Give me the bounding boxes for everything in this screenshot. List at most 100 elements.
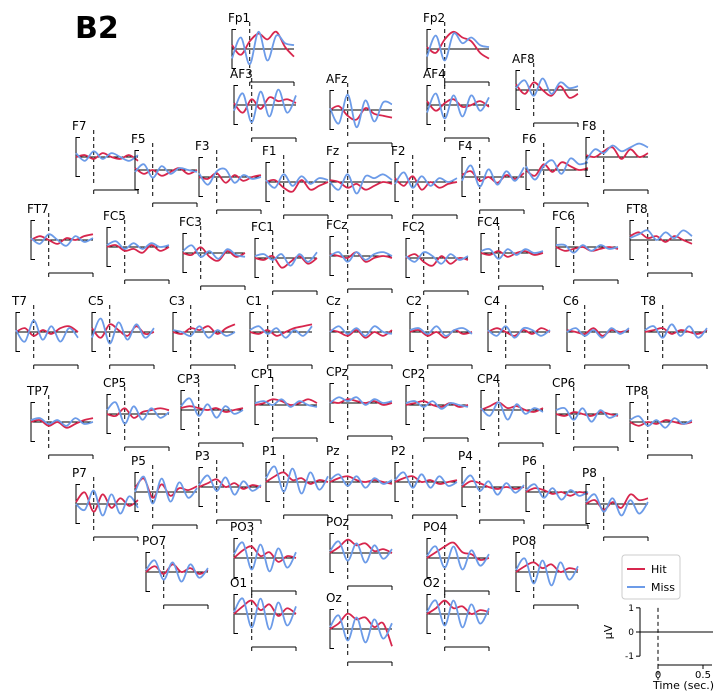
erp-line bbox=[30, 233, 94, 247]
panel-label: P3 bbox=[195, 449, 210, 463]
erp-line bbox=[91, 323, 155, 339]
erp-line bbox=[198, 172, 262, 184]
erp-line bbox=[75, 489, 139, 517]
panel-label: CP2 bbox=[402, 367, 425, 381]
erp-line bbox=[394, 171, 458, 189]
erp-line bbox=[172, 325, 236, 339]
panel-label: Fp2 bbox=[423, 11, 445, 25]
panel-label: AF4 bbox=[423, 67, 446, 81]
erp-line bbox=[405, 251, 469, 265]
erp-line bbox=[233, 597, 297, 631]
erp-line bbox=[172, 323, 236, 335]
erp-line bbox=[182, 244, 246, 260]
panel-label: FC5 bbox=[103, 209, 126, 223]
panel-label: PO7 bbox=[142, 534, 166, 548]
erp-line bbox=[329, 93, 393, 129]
erp-line bbox=[629, 231, 693, 245]
legend-label: Hit bbox=[651, 563, 667, 576]
x-tick-label: 0.5 bbox=[695, 670, 711, 681]
erp-line bbox=[134, 167, 198, 177]
erp-line bbox=[644, 327, 708, 335]
erp-line bbox=[426, 32, 490, 62]
erp-line bbox=[329, 538, 393, 554]
erp-line bbox=[461, 164, 525, 188]
erp-line bbox=[75, 152, 139, 162]
erp-line bbox=[233, 599, 297, 617]
erp-line bbox=[426, 545, 490, 571]
panel-label: AFz bbox=[326, 72, 347, 86]
panel-label: C1 bbox=[246, 294, 262, 308]
panel-label: FC3 bbox=[179, 215, 202, 229]
panel-label: CP3 bbox=[177, 372, 200, 386]
panel-label: T8 bbox=[640, 294, 656, 308]
erp-line bbox=[233, 88, 297, 124]
panel-label: TP8 bbox=[625, 384, 648, 398]
erp-line bbox=[180, 397, 244, 419]
erp-line bbox=[75, 150, 139, 162]
panel-label: Fz bbox=[326, 144, 339, 158]
erp-line bbox=[487, 325, 551, 339]
erp-line bbox=[265, 178, 329, 193]
panel-label: AF3 bbox=[230, 67, 253, 81]
panel-label: F8 bbox=[582, 119, 597, 133]
chart-title: B2 bbox=[75, 11, 119, 46]
erp-line bbox=[394, 175, 458, 191]
panel-label: C3 bbox=[169, 294, 185, 308]
panel-label: F7 bbox=[72, 119, 87, 133]
panel-label: Fp1 bbox=[228, 11, 250, 25]
panel-label: POz bbox=[326, 515, 349, 529]
erp-line bbox=[329, 325, 393, 337]
panel-label: FT7 bbox=[27, 202, 49, 216]
panel-label: CP4 bbox=[477, 372, 500, 386]
erp-line bbox=[106, 401, 170, 425]
erp-line bbox=[461, 474, 525, 496]
panel-label: P5 bbox=[131, 454, 146, 468]
panel-label: FC2 bbox=[402, 220, 425, 234]
erp-line bbox=[329, 173, 393, 195]
erp-line bbox=[644, 323, 708, 339]
erp-line bbox=[30, 417, 94, 429]
erp-line bbox=[515, 561, 579, 573]
panel-label: FC6 bbox=[552, 209, 575, 223]
panel-label: Pz bbox=[326, 444, 340, 458]
erp-line bbox=[555, 243, 619, 254]
erp-line bbox=[480, 247, 544, 260]
erp-line bbox=[426, 599, 490, 615]
erp-line bbox=[329, 614, 393, 644]
erp-line bbox=[566, 327, 630, 337]
panel-label: F1 bbox=[262, 144, 277, 158]
panel-label: CP5 bbox=[103, 376, 126, 390]
erp-line bbox=[409, 329, 473, 339]
erp-line bbox=[249, 325, 313, 339]
panel-label: P1 bbox=[262, 444, 277, 458]
erp-line bbox=[182, 246, 246, 262]
panel-label: P7 bbox=[72, 466, 87, 480]
erp-line bbox=[231, 30, 295, 66]
erp-line bbox=[145, 559, 209, 583]
erp-line bbox=[30, 417, 94, 427]
x-axis-label: Time (sec.) bbox=[652, 679, 714, 691]
y-tick-label: 0 bbox=[628, 628, 634, 638]
panel-label: PO8 bbox=[512, 534, 536, 548]
erp-line bbox=[145, 563, 209, 575]
erp-line bbox=[555, 406, 619, 423]
panel-label: CPz bbox=[326, 365, 348, 379]
erp-line bbox=[106, 244, 170, 254]
erp-line bbox=[426, 92, 490, 120]
erp-line bbox=[231, 30, 295, 58]
erp-line bbox=[585, 146, 649, 160]
erp-line bbox=[426, 30, 490, 60]
erp-line bbox=[329, 540, 393, 564]
erp-line bbox=[426, 541, 490, 561]
erp-line bbox=[525, 157, 589, 181]
panel-label: Cz bbox=[326, 294, 341, 308]
panel-label: C4 bbox=[484, 294, 500, 308]
erp-line bbox=[480, 401, 544, 421]
erp-line bbox=[566, 327, 630, 339]
erp-line bbox=[585, 142, 649, 162]
panel-label: P2 bbox=[391, 444, 406, 458]
erp-line bbox=[525, 483, 589, 501]
panel-label: PO4 bbox=[423, 520, 447, 534]
erp-line bbox=[480, 250, 544, 258]
